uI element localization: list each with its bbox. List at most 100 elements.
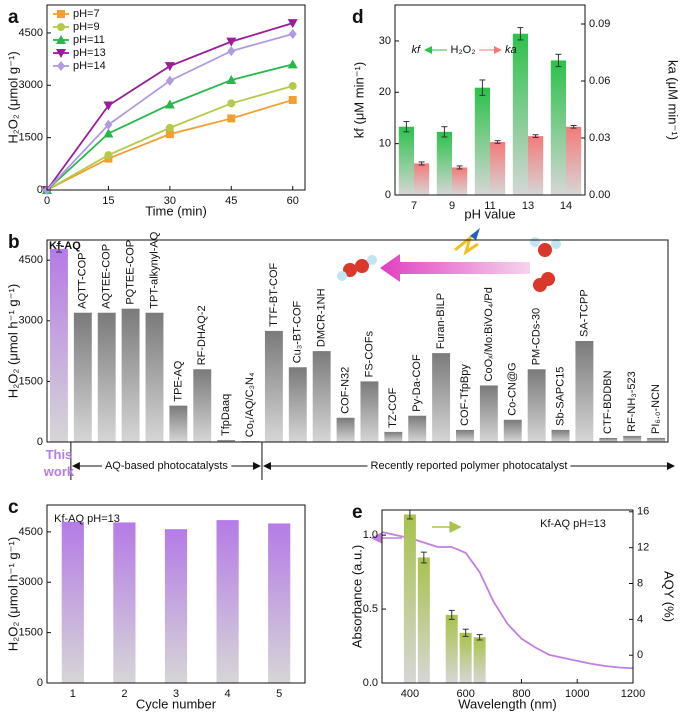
bar (403, 514, 416, 683)
category-label: TPT-alkynyl-AQ (148, 231, 160, 308)
x-tick-label: 2 (121, 688, 127, 700)
x-tick-label: 400 (401, 688, 419, 700)
y-tick-label: 3000 (19, 315, 43, 327)
x-tick-label: 13 (522, 200, 534, 212)
x-tick-label: 5 (276, 688, 282, 700)
y2-tick-label: 4 (637, 613, 643, 625)
bar (268, 523, 291, 683)
plot-frame (381, 509, 634, 684)
plot-frame (394, 4, 586, 196)
category-label: COF-N32 (339, 367, 351, 414)
y-tick-label: 30 (379, 35, 391, 47)
bar (384, 431, 403, 442)
x-axis-label: Time (min) (145, 203, 207, 218)
plot-frame (46, 239, 669, 443)
bar (164, 529, 188, 683)
legend-label: pH=11 (73, 34, 105, 46)
bar (398, 126, 414, 195)
line (381, 531, 634, 670)
panel-letter: a (8, 7, 19, 28)
bar (113, 522, 136, 683)
y-tick-label: 0.0 (363, 677, 378, 689)
y-tick-label: 1500 (19, 132, 43, 144)
plot-frame (46, 4, 306, 191)
bar (479, 385, 498, 442)
bar (73, 312, 92, 442)
bar (647, 437, 666, 442)
y2-axis-label: ka (μM min⁻¹) (666, 60, 681, 140)
point (103, 128, 114, 138)
annotation: Recently reported polymer photocatalyst (371, 460, 568, 472)
x-tick-label: 14 (560, 200, 572, 212)
category-label: RF-DHAQ-2 (196, 305, 208, 365)
bar (417, 557, 430, 683)
annotation: AQ-based photocatalysts (105, 460, 228, 472)
annotation: Kf-AQ pH=13 (540, 518, 606, 530)
bar (288, 367, 307, 442)
bar (264, 330, 283, 442)
x-tick-label: 9 (449, 200, 455, 212)
bar (473, 637, 486, 683)
x-axis-label: Cycle number (136, 696, 217, 711)
legend-label: pH=13 (73, 47, 106, 59)
bar (97, 312, 116, 442)
bar (436, 131, 452, 195)
legend-label: pH=9 (73, 21, 100, 33)
y2-tick-label: 0.06 (589, 75, 610, 87)
bar (445, 614, 458, 683)
point (288, 81, 297, 90)
bar (217, 439, 236, 442)
point (287, 19, 298, 29)
category-label: PM-CDs-30 (531, 308, 543, 365)
y2-tick-label: 16 (637, 506, 649, 518)
legend-marker (56, 49, 66, 58)
bar (566, 126, 582, 195)
bar (336, 417, 355, 442)
legend-marker (57, 23, 65, 31)
bar (474, 87, 490, 195)
x-tick-label: 60 (287, 195, 299, 207)
bar (216, 520, 239, 683)
y-tick-label: 3000 (19, 576, 43, 588)
category-label: SA-TCPP (578, 289, 590, 337)
bar (312, 351, 331, 442)
y-tick-label: 1500 (19, 375, 43, 387)
y2-tick-label: 0.00 (589, 189, 610, 201)
legend-label: kf (411, 44, 421, 56)
x-axis-label: Wavelength (nm) (458, 696, 557, 711)
y-tick-label: 1.0 (363, 529, 378, 541)
x-tick-label: 600 (456, 688, 474, 700)
y-axis-label: H₂O₂ (μmol g⁻¹) (5, 51, 20, 143)
y-tick-label: 0 (37, 677, 43, 689)
legend-label: pH=14 (73, 60, 106, 72)
annotation: H₂O₂ (450, 44, 475, 56)
y2-tick-label: 8 (637, 577, 643, 589)
category-label: DMCR-1NH (316, 288, 328, 347)
y-tick-label: 0 (385, 189, 391, 201)
annotation: This work (43, 447, 75, 479)
y2-tick-label: 0.03 (589, 132, 610, 144)
x-tick-label: 30 (164, 195, 176, 207)
legend-marker (56, 35, 66, 44)
y2-tick-label: 12 (637, 542, 649, 554)
legend-label: ka (505, 44, 517, 56)
y-axis-label: kf (μM min⁻¹) (351, 62, 366, 138)
y-axis-label: H₂O₂ (μmol h⁻¹ g⁻¹) (5, 537, 20, 651)
category-label: TPE-AQ (172, 360, 184, 401)
x-tick-label: 15 (102, 195, 114, 207)
x-axis-label: pH value (464, 206, 515, 221)
plot-frame (46, 504, 306, 684)
legend-marker (57, 10, 65, 18)
x-tick-label: 3 (173, 688, 179, 700)
point (164, 99, 175, 109)
y-tick-label: 4500 (19, 27, 43, 39)
category-label: Sb-SAPC15 (554, 367, 566, 426)
category-label: Py-Da-COF (411, 354, 423, 412)
panel-letter: c (8, 497, 19, 518)
point (165, 130, 174, 139)
point (104, 119, 113, 130)
legend-label: pH=7 (73, 8, 100, 20)
category-label: AQTT-COP (77, 252, 89, 308)
